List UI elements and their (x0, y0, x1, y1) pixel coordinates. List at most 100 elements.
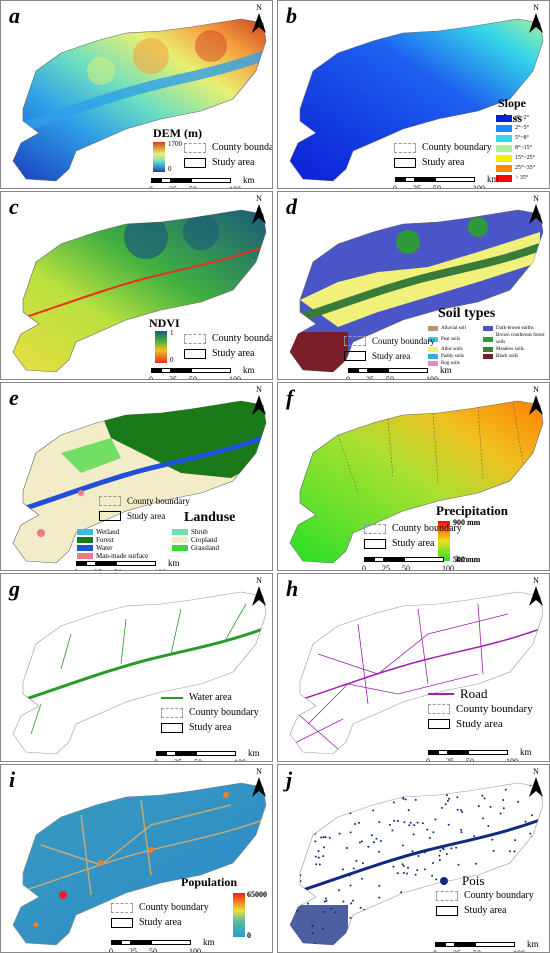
poi-point (296, 909, 299, 912)
scale-label: 0 (149, 375, 153, 380)
poi-point (361, 840, 363, 843)
scale-segment (86, 561, 96, 566)
poi-point (387, 935, 390, 938)
class-swatch (77, 545, 93, 551)
poi-point (387, 910, 390, 913)
poi-point (317, 850, 320, 852)
poi-point (325, 786, 328, 788)
poi-point (508, 850, 511, 853)
poi-point (368, 929, 371, 932)
poi-point (404, 854, 407, 857)
poi-point (315, 863, 318, 866)
poi-point (530, 814, 533, 817)
north-arrow-icon: N (252, 3, 266, 33)
poi-point (304, 843, 307, 845)
poi-point (524, 820, 527, 823)
scale-label: 25 (169, 185, 177, 188)
poi-point (345, 847, 348, 849)
poi-point (456, 796, 459, 799)
north-arrow-icon: N (529, 194, 543, 224)
poi-point (338, 832, 341, 835)
poi-point (311, 932, 314, 935)
poi-point (334, 790, 337, 792)
poi-point (386, 931, 389, 934)
poi-point (402, 865, 405, 867)
poi-point (499, 812, 502, 815)
poi-point (314, 942, 317, 945)
poi-point (293, 841, 296, 844)
scale-segment (374, 557, 384, 562)
class-label: Bog soils (441, 361, 460, 366)
poi-point (401, 863, 404, 866)
poi-point (400, 891, 403, 894)
class-label: Brown coniferous forest soils (496, 333, 545, 345)
legend-class-item: Forest (77, 536, 172, 544)
poi-point (432, 862, 435, 864)
ramp-max: 900 mm (453, 518, 481, 527)
scale-segment (171, 178, 191, 183)
poi-point (322, 836, 325, 839)
poi-point (513, 935, 516, 938)
scale-label: 25 (174, 758, 182, 761)
north-arrow-icon: N (252, 576, 266, 606)
soil-legend-title: Soil types (438, 306, 496, 321)
scale-label: 50 (114, 568, 122, 570)
panel-h-road: h N Road County boundary Study area 0 25 5… (277, 573, 550, 762)
poi-point (446, 799, 449, 802)
poi-point (513, 850, 516, 853)
north-arrow-icon: N (529, 3, 543, 33)
poi-point (379, 840, 382, 842)
poi-point (387, 798, 389, 801)
scale-segment (435, 177, 475, 182)
poi-point (406, 784, 409, 787)
ramp-min: 500 mm (453, 555, 481, 564)
scale-segment (176, 751, 196, 756)
poi-point (421, 822, 424, 825)
poi-point (342, 868, 344, 871)
road-map (289, 591, 544, 755)
scale-segment (131, 940, 151, 945)
poi-point (407, 866, 409, 869)
poi-point (517, 800, 520, 803)
panel-letter: d (286, 194, 297, 219)
ramp-max: 1700 (168, 140, 182, 148)
scale-label: 50 (386, 375, 394, 380)
poi-point (460, 831, 463, 834)
poi-point (408, 942, 411, 945)
poi-point (372, 841, 375, 844)
scale-label: 0 (433, 949, 437, 952)
class-swatch (483, 336, 493, 342)
poi-point (468, 786, 471, 789)
poi-point (416, 896, 419, 899)
precip-legend-title: Precipitation (436, 503, 508, 518)
poi-point (389, 789, 392, 792)
panel-a-dem: a N DEM (m) 1700 0 County boundary Study… (0, 0, 273, 189)
poi-point (473, 835, 476, 838)
pois-legend: Pois County boundary Study area (436, 874, 534, 920)
poi-point (489, 805, 492, 808)
poi-point (435, 878, 438, 881)
scale-unit: km (248, 748, 260, 758)
poi-swatch (440, 877, 448, 885)
poi-point (314, 855, 317, 858)
water-legend: Water area County boundary Study area (161, 692, 259, 737)
poi-point (424, 851, 426, 854)
scale-segment (151, 178, 161, 183)
poi-point (417, 855, 420, 857)
panel-f-precip: f N Precipitation 900 mm 500 mm County b… (277, 382, 550, 571)
poi-point (352, 867, 355, 870)
poi-point (324, 836, 327, 839)
scale-label: 25 (446, 757, 454, 762)
poi-point (445, 794, 448, 797)
panel-letter: j (286, 767, 293, 792)
north-arrow-icon: N (529, 385, 543, 415)
class-label: > 35° (515, 175, 529, 181)
scale-segment (151, 368, 161, 373)
poi-point (404, 902, 407, 905)
poi-point (401, 844, 404, 847)
poi-point (300, 846, 303, 849)
poi-point (404, 922, 407, 925)
